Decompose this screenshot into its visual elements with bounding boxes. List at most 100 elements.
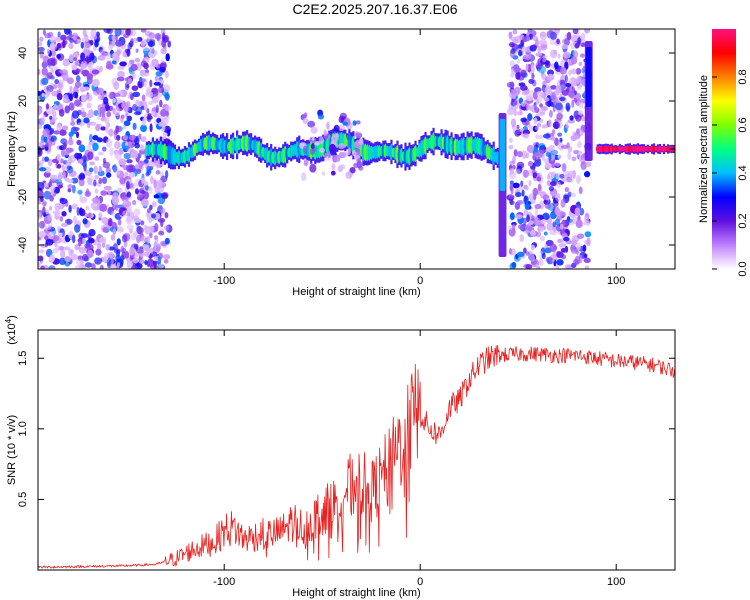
heatmap-cell (161, 193, 168, 200)
heatmap-cell (103, 185, 112, 191)
heatmap-cell (74, 60, 80, 66)
heatmap-cell (61, 165, 65, 172)
spectrogram-heatmap (38, 29, 675, 269)
heatmap-cell (78, 240, 82, 247)
heatmap-cell (103, 29, 112, 34)
heatmap-cell (521, 46, 527, 53)
heatmap-cell (81, 36, 89, 43)
heatmap-cell (338, 151, 345, 159)
heatmap-cell (522, 153, 527, 159)
heatmap-cell (564, 187, 570, 193)
heatmap-cell (333, 154, 341, 162)
heatmap-cell (141, 198, 149, 207)
heatmap-cell (338, 142, 346, 150)
heatmap-cell (355, 120, 361, 125)
heatmap-cell (69, 37, 74, 44)
x-axis-label: Height of straight line (km) (292, 587, 420, 599)
heatmap-cell (576, 242, 581, 251)
heatmap-cell (310, 143, 315, 149)
heatmap-cell (158, 86, 165, 94)
heatmap-cell (538, 143, 546, 149)
heatmap-cell (74, 224, 81, 233)
heatmap-cell (133, 37, 139, 44)
heatmap-cell (146, 165, 152, 174)
heatmap-cell (43, 182, 49, 188)
heatmap-cell (516, 150, 523, 158)
heatmap-cell (507, 107, 515, 116)
heatmap-cell (62, 39, 66, 49)
heatmap-cell (77, 122, 86, 127)
heatmap-cell (516, 251, 525, 258)
heatmap-cell (574, 207, 581, 217)
heatmap-cell (78, 174, 82, 181)
heatmap-cell (133, 111, 142, 116)
heatmap-cell (585, 161, 592, 168)
heatmap-cell (157, 256, 162, 266)
heatmap-cell (132, 91, 141, 98)
heatmap-cell (61, 125, 69, 131)
heatmap-cell (165, 53, 170, 62)
heatmap-cell (116, 49, 121, 57)
heatmap-cell (105, 63, 114, 70)
heatmap-cell (107, 189, 111, 196)
heatmap-cell (541, 72, 546, 81)
heatmap-cell (151, 213, 156, 219)
heatmap-cell (160, 208, 166, 215)
heatmap-cell (70, 249, 74, 255)
heatmap-cell (128, 134, 137, 141)
heatmap-cell (47, 213, 53, 222)
heatmap-cell (552, 95, 558, 105)
heatmap-cell (76, 259, 83, 266)
heatmap-cell (658, 145, 662, 153)
heatmap-cell (151, 58, 159, 68)
heatmap-cell (97, 54, 106, 61)
heatmap-cell (124, 81, 130, 91)
heatmap-cell (143, 190, 149, 200)
heatmap-cell (532, 172, 538, 179)
heatmap-cell (146, 108, 150, 114)
heatmap-cell (73, 127, 80, 132)
heatmap-cell (553, 138, 560, 146)
heatmap-cell (95, 123, 101, 132)
heatmap-cell (125, 112, 129, 118)
heatmap-cell (147, 113, 152, 118)
heatmap-cell (92, 199, 101, 205)
heatmap-cell (75, 131, 80, 139)
heatmap-cell (38, 123, 43, 130)
snr-line-plot (38, 345, 675, 569)
heatmap-cell (60, 249, 66, 259)
heatmap-cell (98, 165, 102, 173)
heatmap-cell (80, 94, 87, 103)
heatmap-cell (153, 194, 160, 199)
heatmap-cell (120, 114, 125, 119)
heatmap-cell (164, 92, 170, 101)
heatmap-cell (44, 235, 49, 240)
heatmap-cell (310, 126, 318, 134)
heatmap-cell (541, 153, 546, 162)
heatmap-cell (356, 158, 362, 168)
heatmap-cell (539, 31, 547, 41)
heatmap-cell (44, 225, 52, 231)
heatmap-cell (116, 187, 123, 193)
heatmap-cell (76, 139, 82, 146)
heatmap-cell (148, 100, 154, 106)
heatmap-cell (567, 191, 572, 197)
heatmap-cell (153, 261, 157, 269)
heatmap-cell (555, 85, 563, 94)
heatmap-cell (547, 102, 551, 108)
heatmap-cell (53, 130, 60, 135)
heatmap-cell (317, 113, 325, 120)
heatmap-cell (342, 121, 349, 126)
heatmap-cell (534, 207, 539, 217)
heatmap-cell (38, 220, 45, 229)
heatmap-cell (318, 136, 324, 145)
heatmap-cell (126, 191, 132, 198)
heatmap-cell (560, 83, 565, 93)
heatmap-cell (118, 158, 127, 166)
heatmap-cell (511, 261, 517, 268)
heatmap-cell (141, 94, 146, 102)
heatmap-cell (60, 158, 64, 164)
heatmap-cell (91, 69, 100, 75)
heatmap-cell (77, 189, 83, 195)
heatmap-cell (513, 108, 517, 117)
